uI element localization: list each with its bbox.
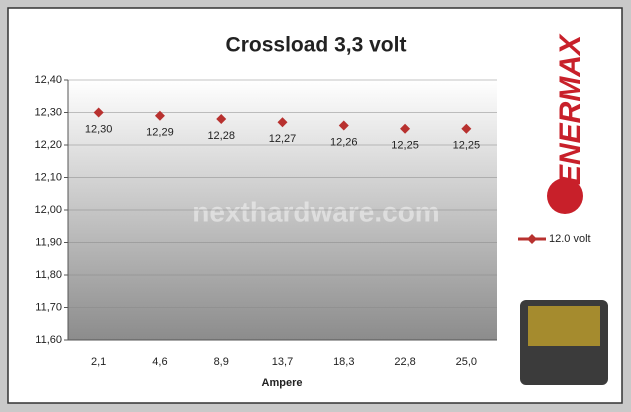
y-tick-label: 12,00 <box>34 204 62 216</box>
data-label: 12,27 <box>269 133 297 145</box>
point <box>461 123 472 134</box>
point <box>400 123 411 134</box>
brand-icon <box>547 178 583 214</box>
data-label: 12,30 <box>85 123 113 135</box>
y-tick-label: 12,30 <box>34 106 62 118</box>
data-label: 12,26 <box>330 136 358 148</box>
point <box>93 107 104 118</box>
point <box>154 110 165 121</box>
y-tick-label: 11,90 <box>35 236 62 248</box>
y-tick-label: 11,70 <box>35 301 62 313</box>
chart-title: Crossload 3,3 volt <box>226 34 407 57</box>
point <box>277 117 288 128</box>
x-tick-label: 22,8 <box>394 356 415 368</box>
x-tick-label: 4,6 <box>152 356 167 368</box>
legend-marker <box>527 234 537 244</box>
brand-logo: ENERMAX <box>554 33 587 185</box>
x-tick-label: 25,0 <box>456 356 477 368</box>
product-image-top <box>528 306 600 346</box>
y-tick-label: 11,60 <box>35 334 62 346</box>
x-tick-label: 13,7 <box>272 356 293 368</box>
point <box>216 114 227 124</box>
data-label: 12,25 <box>391 140 419 152</box>
x-tick-label: 8,9 <box>214 356 229 368</box>
data-label: 12,28 <box>207 130 235 142</box>
legend-label: 12.0 volt <box>549 233 591 245</box>
data-label: 12,25 <box>453 140 481 152</box>
point <box>338 120 349 131</box>
x-axis-label: Ampere <box>262 377 303 389</box>
y-tick-label: 11,80 <box>35 269 62 281</box>
y-tick-label: 12,40 <box>34 74 62 86</box>
x-tick-label: 2,1 <box>91 356 106 368</box>
y-tick-label: 12,10 <box>34 171 62 183</box>
x-tick-label: 18,3 <box>333 356 354 368</box>
y-tick-label: 12,20 <box>34 139 62 151</box>
watermark: nexthardware.com <box>192 196 439 227</box>
data-label: 12,29 <box>146 127 174 139</box>
